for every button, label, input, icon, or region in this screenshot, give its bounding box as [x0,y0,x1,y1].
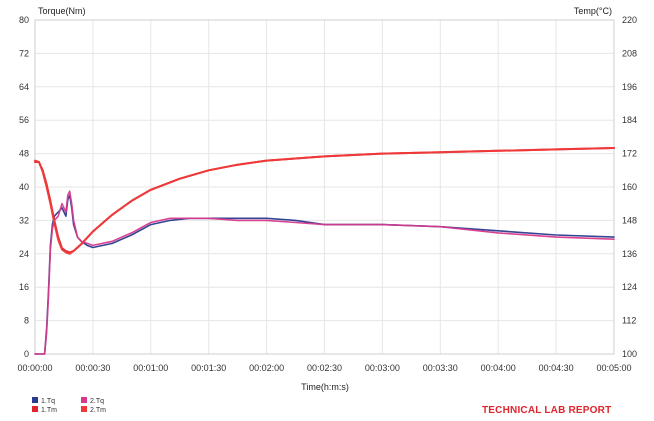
x-tick-label: 00:04:30 [539,363,574,373]
x-tick-label: 00:01:30 [191,363,226,373]
x-tick-label: 00:03:00 [365,363,400,373]
plot-border [34,19,615,355]
x-axis-title: Time(h:m:s) [301,382,349,392]
left-tick-label: 24 [19,249,29,259]
left-tick-label: 16 [19,282,29,292]
right-tick-label: 148 [622,215,637,225]
series-lines [34,147,615,355]
left-tick-label: 0 [24,349,29,359]
report-label: TECHNICAL LAB REPORT [482,405,612,416]
x-tick-label: 00:05:00 [596,363,631,373]
left-axis-title: Torque(Nm) [38,6,86,16]
x-tick-label: 00:00:30 [75,363,110,373]
series-line-2-tm [34,147,615,255]
right-tick-label: 196 [622,82,637,92]
x-tick-label: 00:01:00 [133,363,168,373]
left-tick-label: 56 [19,115,29,125]
left-axis-ticks: 0 8 16 24 32 40 48 56 64 72 80 [19,15,29,359]
left-tick-label: 48 [19,149,29,159]
x-tick-label: 00:03:30 [423,363,458,373]
legend-swatch-2-tq [81,397,87,403]
x-tick-label: 00:02:00 [249,363,284,373]
right-axis-ticks: 100 112 124 136 148 160 172 184 196 208 220 [622,15,637,359]
right-tick-label: 208 [622,48,637,58]
x-tick-label: 00:04:00 [481,363,516,373]
left-tick-label: 32 [19,215,29,225]
left-tick-label: 72 [19,48,29,58]
legend-label-2-tq: 2.Tq [90,398,104,405]
series-line-2-tq [34,190,615,355]
legend-label-2-tm: 2.Tm [90,407,106,414]
legend: 1.Tq 1.Tm 2.Tq 2.Tm [32,397,106,414]
left-tick-label: 8 [24,316,29,326]
left-tick-label: 40 [19,182,29,192]
right-tick-label: 100 [622,349,637,359]
left-tick-label: 80 [19,15,29,25]
legend-label-1-tq: 1.Tq [41,398,55,405]
left-tick-label: 64 [19,82,29,92]
x-axis-ticks: 00:00:00 00:00:30 00:01:00 00:01:30 00:02:00… [17,363,631,373]
right-tick-label: 124 [622,282,637,292]
legend-swatch-1-tm [32,406,38,412]
right-tick-label: 112 [622,316,636,326]
right-axis-title: Temp(°C) [574,6,612,16]
x-tick-label: 00:02:30 [307,363,342,373]
right-tick-label: 160 [622,182,637,192]
legend-label-1-tm: 1.Tm [41,407,57,414]
x-tick-label: 00:00:00 [17,363,52,373]
legend-swatch-2-tm [81,406,87,412]
right-tick-label: 220 [622,15,637,25]
legend-swatch-1-tq [32,397,38,403]
right-tick-label: 136 [622,249,637,259]
right-tick-label: 172 [622,149,637,159]
right-tick-label: 184 [622,115,637,125]
